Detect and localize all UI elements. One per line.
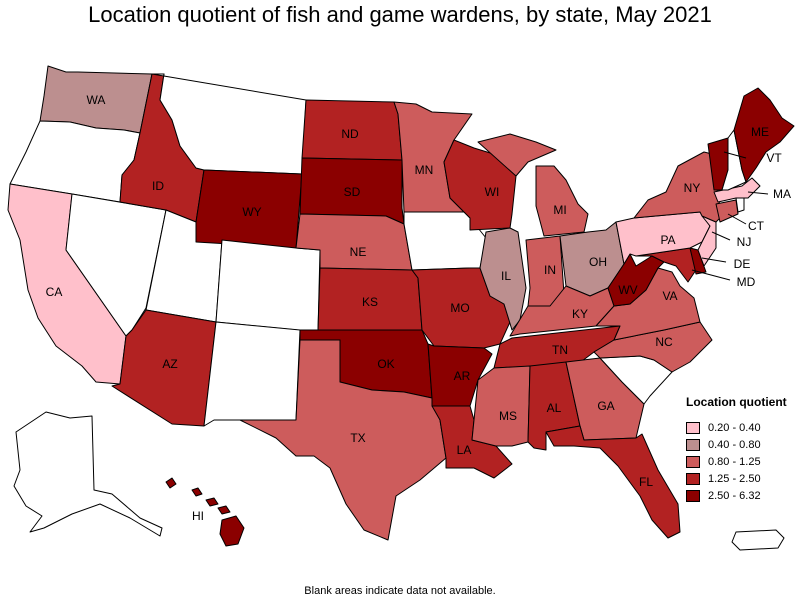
legend: Location quotient 0.20 - 0.40 0.40 - 0.80… (686, 395, 796, 504)
state-label-VA: VA (662, 289, 677, 303)
state-AK (13, 411, 163, 537)
state-ME (733, 87, 795, 183)
state-label-MA: MA (773, 187, 791, 201)
state-MO (411, 267, 511, 349)
state-NJ (697, 215, 717, 267)
state-label-HI: HI (192, 509, 204, 523)
legend-swatch (686, 421, 700, 434)
state-label-IN: IN (544, 263, 556, 277)
state-label-IL: IL (501, 269, 511, 283)
state-HI (165, 477, 245, 547)
state-label-ME: ME (751, 125, 769, 139)
state-label-AZ: AZ (162, 357, 177, 371)
state-label-LA: LA (457, 443, 472, 457)
state-label-AR: AR (454, 369, 471, 383)
state-label-FL: FL (639, 475, 653, 489)
legend-label: 2.50 - 6.32 (708, 489, 761, 502)
state-label-SD: SD (344, 185, 361, 199)
map-title: Location quotient of fish and game warde… (88, 2, 712, 27)
state-label-AL: AL (547, 401, 562, 415)
state-RI (735, 197, 745, 213)
state-label-NE: NE (350, 245, 367, 259)
state-label-NJ: NJ (737, 235, 752, 249)
legend-item: 0.40 - 0.80 (686, 436, 796, 453)
state-label-OK: OK (377, 357, 394, 371)
legend-item: 2.50 - 6.32 (686, 487, 796, 504)
legend-label: 0.80 - 1.25 (708, 455, 761, 468)
state-label-TN: TN (552, 343, 568, 357)
state-NY (633, 151, 723, 223)
state-label-VT: VT (766, 151, 782, 165)
legend-rows: 0.20 - 0.40 0.40 - 0.80 0.80 - 1.25 1.25 - … (686, 419, 796, 504)
state-label-WA: WA (87, 93, 106, 107)
legend-item: 1.25 - 2.50 (686, 470, 796, 487)
state-IL (479, 227, 527, 331)
state-label-NC: NC (655, 335, 673, 349)
state-MS (471, 365, 531, 447)
state-label-MO: MO (450, 301, 469, 315)
state-label-MI: MI (553, 203, 566, 217)
state-CO (215, 239, 321, 333)
state-label-WY: WY (242, 205, 261, 219)
legend-swatch (686, 489, 700, 502)
state-label-ND: ND (341, 127, 359, 141)
state-label-ID: ID (152, 179, 164, 193)
legend-label: 0.20 - 0.40 (708, 421, 761, 434)
state-TX (239, 339, 447, 541)
state-label-WI: WI (485, 185, 500, 199)
state-label-MD: MD (737, 275, 756, 289)
state-NM (203, 321, 301, 427)
state-MI (477, 133, 589, 237)
legend-swatch (686, 455, 700, 468)
legend-item: 0.80 - 1.25 (686, 453, 796, 470)
state-FL (545, 425, 681, 539)
state-label-KY: KY (572, 307, 588, 321)
state-label-PA: PA (660, 233, 675, 247)
state-label-MS: MS (499, 409, 517, 423)
state-PR (731, 529, 785, 551)
state-label-DE: DE (734, 257, 751, 271)
state-labels: WA CA ID AZ WY ND SD NE KS OK TX MN MO AR LA WI IL MI IN OH… (46, 93, 791, 523)
state-MA (713, 177, 761, 203)
legend-title: Location quotient (686, 395, 787, 409)
state-label-OH: OH (589, 255, 607, 269)
state-label-NY: NY (684, 181, 701, 195)
state-LA (431, 405, 513, 479)
state-label-GA: GA (597, 399, 614, 413)
legend-item: 0.20 - 0.40 (686, 419, 796, 436)
state-KY (509, 285, 615, 337)
state-label-KS: KS (362, 295, 378, 309)
callout-lines (691, 151, 769, 281)
state-CT (715, 199, 739, 223)
state-label-WV: WV (618, 283, 637, 297)
state-label-MN: MN (415, 163, 434, 177)
legend-label: 0.40 - 0.80 (708, 438, 761, 451)
state-DE (689, 247, 707, 275)
state-label-CT: CT (748, 219, 765, 233)
footnote: Blank areas indicate data not available. (304, 585, 496, 597)
state-label-CA: CA (46, 285, 63, 299)
legend-swatch (686, 438, 700, 451)
state-label-TX: TX (350, 431, 365, 445)
legend-label: 1.25 - 2.50 (708, 472, 761, 485)
legend-swatch (686, 472, 700, 485)
